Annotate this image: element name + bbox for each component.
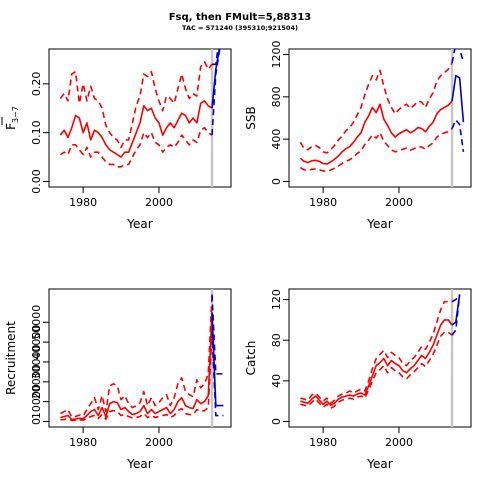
x-axis-label: Year	[126, 457, 152, 471]
plot-frame	[288, 48, 472, 188]
y-tick-label: 40	[270, 374, 283, 388]
series-lines	[59, 49, 221, 168]
y-tick-label: 30000	[30, 344, 43, 379]
y-axis-label: SSB	[244, 106, 258, 129]
historic-upper-line	[299, 62, 453, 154]
forecast-estimate-line	[451, 74, 465, 123]
x-tick-label: 2000	[385, 436, 413, 449]
y-tick-label: 80	[270, 333, 283, 347]
y-axis-label: F3−7	[4, 106, 20, 130]
x-tick-label: 1980	[69, 196, 97, 209]
x-tick-label: 1980	[69, 436, 97, 449]
series-lines	[60, 294, 224, 422]
x-tick-label: 1980	[309, 436, 337, 449]
series-lines	[299, 49, 465, 173]
figure-title: Fsq, then FMult=5,88313	[169, 12, 312, 23]
plot-frame	[48, 48, 232, 188]
y-tick-label: 50000	[30, 305, 43, 340]
y-axis-label-subscript: 3−7	[11, 106, 20, 123]
historic-lower-line	[60, 332, 213, 422]
y-tick-label: 400	[270, 129, 283, 150]
historic-estimate-line	[60, 312, 213, 421]
y-tick-label: 1200	[270, 41, 283, 69]
fbar-panel: 1980 2000 0.00 0.10 0.20 Year F3−7	[1, 48, 232, 231]
historic-lower-line	[299, 127, 453, 173]
forecast-upper-line	[212, 49, 219, 66]
y-axis-label: Catch	[244, 341, 258, 376]
recruitment-panel: 1980 200001000020000300004000050000YearRe…	[4, 288, 232, 471]
forecast-lower-line	[211, 332, 224, 417]
y-tick-label: 40000	[30, 325, 43, 360]
figure-subtitle: TAC = 571240 (395310;921504)	[182, 24, 298, 32]
y-tick-label: 0.00	[30, 169, 43, 194]
ssb-panel: 1980 2000 0 400 800 1200 Year SSB	[244, 41, 472, 231]
historic-upper-line	[300, 300, 453, 405]
y-tick-label: 120	[270, 289, 283, 310]
historic-estimate-line	[59, 100, 213, 158]
y-axis-label: Recruitment	[4, 321, 18, 395]
historic-lower-line	[59, 126, 213, 168]
y-tick-label: 0	[30, 418, 43, 425]
catch-panel: 1980 2000 0 40 80 120 Year Catch	[244, 288, 472, 471]
y-axis-label-main: F	[4, 123, 18, 130]
x-tick-label: 1980	[309, 196, 337, 209]
historic-lower-line	[300, 331, 453, 410]
y-tick-label: 0.20	[30, 72, 43, 97]
plot-frame	[288, 288, 472, 428]
forecast-upper-line	[211, 294, 224, 375]
x-axis-label: Year	[366, 217, 392, 231]
y-tick-label: 20000	[30, 364, 43, 399]
forecast-lower-line	[451, 294, 461, 336]
y-tick-label: 0.10	[30, 120, 43, 145]
x-tick-label: 2000	[145, 196, 173, 209]
forecast-estimate-line	[211, 312, 224, 407]
y-tick-label: 0	[270, 418, 283, 425]
y-tick-label: 10000	[30, 384, 43, 419]
y-tick-label: 0	[270, 178, 283, 185]
x-axis-label: Year	[366, 457, 392, 471]
forecast-upper-line	[451, 49, 465, 64]
historic-estimate-line	[300, 319, 453, 407]
historic-upper-line	[60, 294, 213, 418]
forecast-lower-line	[451, 119, 465, 152]
y-tick-label: 800	[270, 86, 283, 107]
x-tick-label: 2000	[385, 196, 413, 209]
x-tick-label: 2000	[145, 436, 173, 449]
series-lines	[300, 294, 461, 410]
forecast-upper-line	[451, 294, 461, 303]
plot-frame	[48, 288, 232, 428]
forecast-lower-line	[211, 49, 221, 136]
historic-estimate-line	[299, 100, 453, 165]
x-axis-label: Year	[126, 217, 152, 231]
